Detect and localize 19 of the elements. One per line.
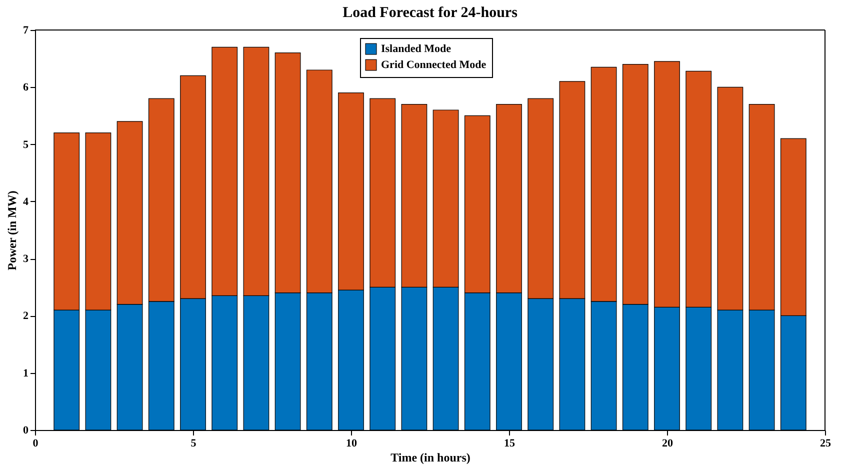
chart-title: Load Forecast for 24-hours [342,5,518,21]
legend-label: Grid Connected Mode [381,59,486,71]
x-tick-label: 10 [346,438,358,450]
y-tick-label: 6 [23,82,29,94]
x-tick-label: 15 [504,438,516,450]
y-axis-title: Power (in MW) [5,190,19,270]
y-tick-label: 5 [23,138,29,151]
x-tick-label: 25 [820,438,832,450]
legend-label: Islanded Mode [381,43,452,55]
x-tick-label: 5 [190,438,197,450]
x-tick-label: 20 [662,438,674,450]
y-tick-label: 3 [23,253,29,266]
x-axis-title: Time (in hours) [390,450,470,464]
x-tick-label: 0 [32,438,39,450]
y-tick-label: 0 [23,424,29,436]
y-tick-label: 1 [23,367,28,380]
y-tick-label: 2 [23,310,29,322]
y-tick-label: 7 [23,24,29,36]
y-tick-label: 4 [23,196,29,208]
